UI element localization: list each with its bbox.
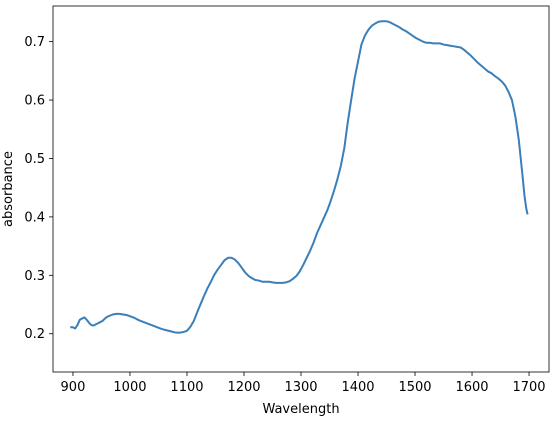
x-tick-label: 1600 xyxy=(455,380,488,395)
x-tick-label: 1400 xyxy=(341,380,374,395)
y-tick-label: 0.6 xyxy=(24,94,45,109)
y-tick-label: 0.5 xyxy=(24,152,45,167)
x-axis-ticks: 900 1000 1100 1200 1300 1400 1500 1600 1700 xyxy=(61,372,546,395)
y-tick-label: 0.3 xyxy=(24,269,45,284)
y-axis-label: absorbance xyxy=(1,151,16,227)
x-tick-label: 1000 xyxy=(113,380,146,395)
plot-area xyxy=(53,6,549,372)
x-axis-label: Wavelength xyxy=(262,402,339,417)
x-tick-label: 1100 xyxy=(170,380,203,395)
x-tick-label: 1200 xyxy=(227,380,260,395)
plot-frame xyxy=(52,5,550,373)
series-layer xyxy=(70,20,529,334)
x-tick-label: 1500 xyxy=(398,380,431,395)
x-tick-label: 1300 xyxy=(284,380,317,395)
x-tick-label: 900 xyxy=(61,380,86,395)
y-axis-ticks: 0.2 0.3 0.4 0.5 0.6 0.7 xyxy=(24,35,53,342)
y-tick-label: 0.4 xyxy=(24,210,45,225)
y-tick-label: 0.7 xyxy=(24,35,45,50)
series-line-0 xyxy=(70,20,529,334)
x-tick-label: 1700 xyxy=(512,380,545,395)
y-tick-label: 0.2 xyxy=(24,327,45,342)
